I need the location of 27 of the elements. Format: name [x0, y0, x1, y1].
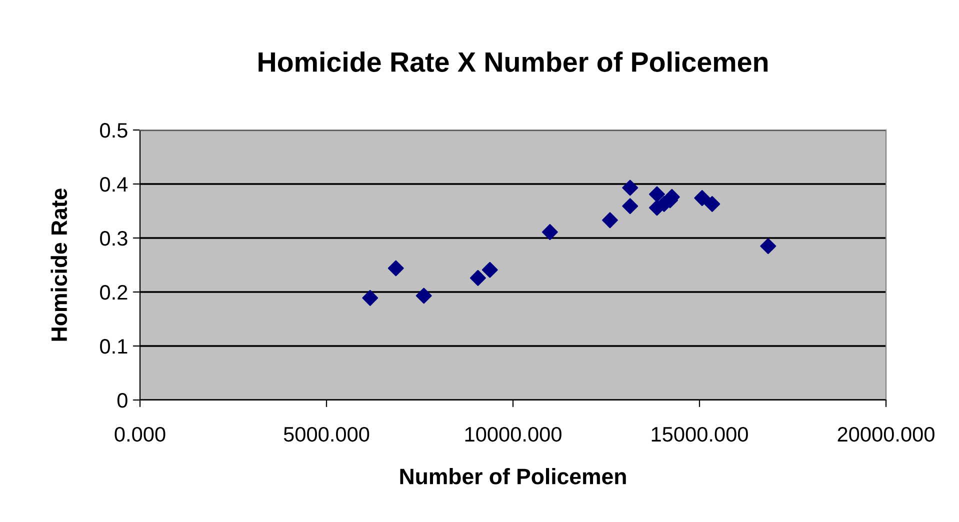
- y-tick-label: 0.5: [100, 123, 128, 138]
- x-tick-label: 5000.000: [284, 426, 370, 442]
- y-tick-label: 0.4: [100, 177, 128, 192]
- y-tick-label: 0.1: [100, 339, 128, 354]
- point: [602, 212, 618, 228]
- x-axis-title: Number of Policemen: [400, 468, 626, 484]
- point: [482, 262, 498, 278]
- x-tick-label: 0.000: [114, 426, 166, 442]
- x-tick-label: 15000.000: [652, 426, 748, 442]
- point: [388, 260, 404, 276]
- point: [760, 238, 776, 254]
- point: [622, 198, 638, 214]
- point: [542, 224, 558, 240]
- point: [649, 186, 665, 202]
- y-tick-label: 0: [117, 393, 128, 408]
- point: [622, 180, 638, 196]
- point: [362, 290, 378, 306]
- y-axis-title: Homicide Rate: [50, 188, 68, 341]
- x-tick-label: 10000.000: [465, 426, 562, 442]
- point: [470, 270, 486, 286]
- y-tick-label: 0.2: [100, 285, 128, 300]
- y-tick-label: 0.3: [100, 231, 128, 246]
- point: [694, 190, 710, 206]
- x-tick-label: 20000.000: [838, 426, 934, 442]
- point: [416, 288, 432, 304]
- chart-title: Homicide Rate X Number of Policemen: [258, 52, 768, 72]
- point: [704, 196, 720, 212]
